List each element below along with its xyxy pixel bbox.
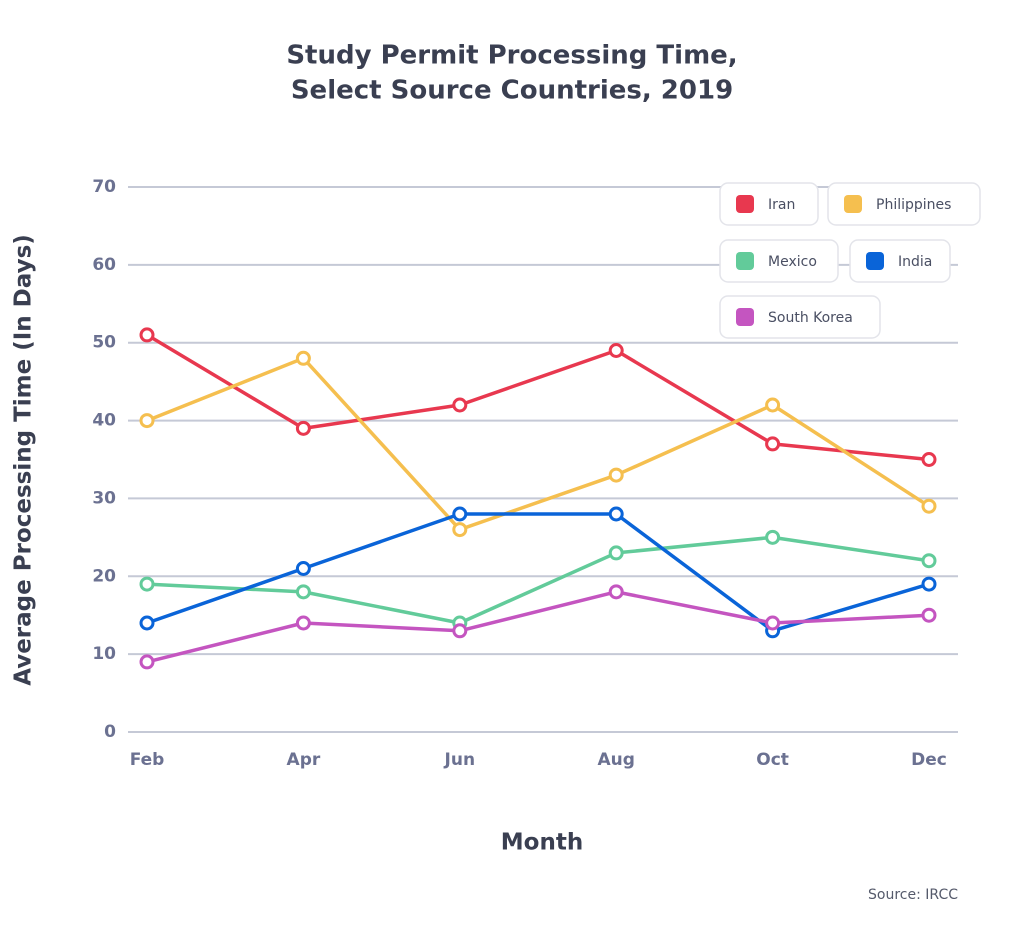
point-marker: [452, 397, 468, 413]
legend-box: [849, 239, 951, 283]
point-marker: [295, 350, 311, 366]
legend-label: India: [898, 254, 932, 270]
series-line: [146, 333, 930, 462]
legend-item: South Korea: [719, 295, 881, 339]
point-marker: [452, 522, 468, 538]
y-tick-label: 50: [92, 333, 116, 353]
x-tick-label: Jun: [444, 750, 476, 770]
legend-box: [719, 182, 819, 226]
point-marker: [921, 498, 937, 514]
legend-box: [719, 239, 839, 283]
legend-swatch: [736, 252, 754, 270]
point-marker: [608, 343, 624, 358]
legend-swatch: [844, 195, 862, 213]
x-tick-label: Dec: [911, 750, 947, 770]
y-tick-label: 60: [92, 255, 116, 275]
point-marker: [608, 584, 624, 600]
point-marker: [139, 413, 155, 429]
chart-title: Study Permit Processing Time,: [286, 41, 737, 71]
point-marker: [765, 436, 781, 452]
chart-title: Select Source Countries, 2019: [291, 76, 733, 106]
legend-box: [827, 182, 981, 226]
source-note: Source: IRCC: [868, 887, 958, 903]
legend-label: Philippines: [876, 197, 951, 213]
point-marker: [139, 576, 155, 592]
point-marker: [608, 545, 624, 561]
legend-swatch: [736, 308, 754, 326]
point-marker: [765, 397, 781, 413]
point-marker: [765, 529, 781, 545]
point-marker: [921, 553, 937, 569]
series-line: [146, 535, 930, 625]
point-marker: [139, 615, 155, 631]
point-marker: [765, 615, 781, 631]
series-line: [146, 512, 930, 633]
x-tick-label: Apr: [287, 750, 321, 770]
y-tick-label: 20: [92, 566, 116, 586]
x-axis-label: Month: [501, 830, 583, 856]
legend-item: India: [849, 239, 951, 283]
legend-swatch: [866, 252, 884, 270]
point-marker: [139, 327, 155, 343]
point-marker: [295, 561, 311, 576]
point-marker: [452, 623, 468, 639]
point-marker: [452, 506, 468, 522]
legend-label: Mexico: [768, 254, 817, 270]
series-line: [146, 356, 930, 532]
point-marker: [608, 506, 624, 522]
legend-swatch: [736, 195, 754, 213]
series-line: [146, 590, 930, 664]
point-marker: [921, 576, 937, 592]
y-tick-label: 0: [104, 722, 116, 742]
y-tick-label: 10: [92, 644, 116, 664]
point-marker: [295, 420, 311, 436]
point-marker: [295, 584, 311, 600]
legend-label: South Korea: [768, 310, 853, 326]
legend-label: Iran: [768, 197, 795, 213]
y-axis-label: Average Processing Time (In Days): [11, 234, 37, 686]
y-tick-label: 30: [92, 488, 116, 508]
point-marker: [139, 654, 155, 670]
legend-item: Iran: [719, 182, 819, 226]
x-tick-label: Aug: [597, 750, 634, 770]
x-tick-label: Oct: [756, 750, 789, 770]
point-marker: [295, 615, 311, 631]
legend-box: [719, 295, 881, 339]
point-marker: [921, 607, 937, 623]
x-tick-label: Feb: [130, 750, 165, 770]
y-tick-label: 70: [92, 177, 116, 197]
y-tick-label: 40: [92, 411, 116, 431]
legend-item: Philippines: [827, 182, 981, 226]
legend-item: Mexico: [719, 239, 839, 283]
point-marker: [921, 452, 937, 467]
point-marker: [608, 467, 624, 483]
